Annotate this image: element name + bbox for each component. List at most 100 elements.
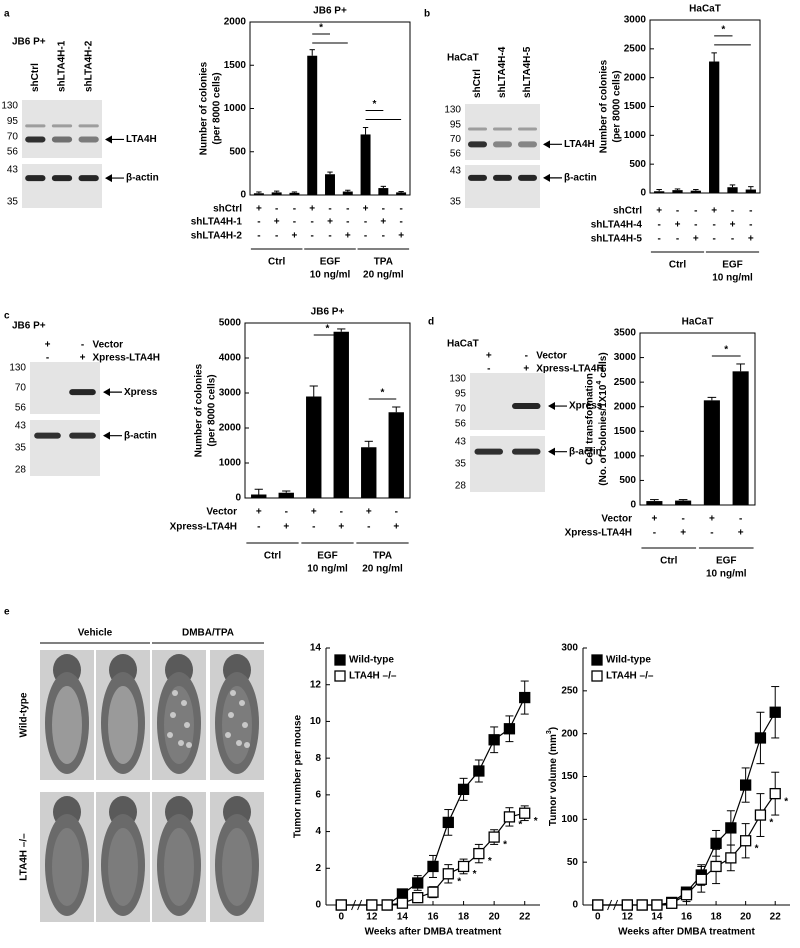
lane-row-name: Vector	[536, 351, 567, 362]
membrane	[30, 420, 100, 476]
x-tick-label: 18	[711, 912, 723, 923]
treatment-sign: -	[311, 217, 314, 228]
y-tick-label: 3000	[624, 15, 647, 26]
treatment-sign: -	[275, 204, 278, 215]
blot-band	[69, 389, 96, 396]
y-tick-label: 500	[229, 146, 246, 157]
treatment-label: Xpress-LTA4H	[565, 528, 632, 539]
plot-frame	[244, 322, 411, 499]
target-label: Xpress	[569, 401, 603, 412]
marker	[666, 897, 678, 909]
treatment-sign: +	[656, 206, 662, 217]
bar	[709, 61, 720, 193]
plot-frame	[639, 332, 756, 506]
x-axis-label: Weeks after DMBA treatment	[365, 927, 502, 938]
y-tick-label: 2	[315, 863, 321, 874]
bar	[654, 191, 665, 193]
y-tick-label: 0	[315, 900, 321, 911]
mw-marker: 35	[7, 197, 19, 208]
y-tick-label: 500	[629, 159, 646, 170]
treatment-sign: +	[730, 220, 736, 231]
significance-label: *	[473, 869, 477, 880]
y-axis-label: (No. of colonies/1X104 cells)	[596, 352, 608, 485]
lane-sign: +	[486, 351, 492, 362]
lane-sign: -	[525, 351, 528, 362]
x-axis-label: Weeks after DMBA treatment	[618, 927, 755, 938]
bar	[307, 55, 318, 195]
arrow-head	[543, 140, 550, 149]
mouse-photo	[40, 792, 94, 922]
marker	[427, 886, 439, 898]
treatment-sign: -	[399, 217, 402, 228]
blot-band	[78, 124, 99, 128]
legend-label: Wild-type	[349, 655, 394, 666]
treatment-sign: -	[657, 234, 660, 245]
mw-marker: 56	[7, 147, 19, 158]
treatment-sign: -	[731, 234, 734, 245]
bar	[727, 187, 738, 193]
treatment-sign: -	[367, 522, 370, 533]
arrow-head	[105, 174, 112, 183]
membrane	[465, 104, 540, 160]
y-tick-label: 300	[561, 643, 578, 654]
y-tick-label: 1500	[614, 426, 637, 437]
y-tick-label: 0	[640, 188, 646, 199]
blot-band	[25, 124, 46, 128]
marker	[739, 835, 752, 847]
y-tick-label: 500	[619, 475, 636, 486]
treatment-label: shLTA4H-5	[591, 234, 643, 245]
bar	[333, 331, 349, 498]
bar	[646, 501, 663, 505]
lane-label: shLTA4H-2	[83, 40, 94, 92]
group-label: EGF	[716, 556, 737, 567]
y-tick-label: 2000	[219, 423, 242, 434]
marker	[366, 899, 378, 911]
y-tick-label: 0	[240, 190, 246, 201]
treatment-sign: -	[340, 507, 343, 518]
superscript: 4	[596, 381, 603, 385]
y-tick-label: 0	[235, 493, 241, 504]
blot-band	[468, 174, 487, 181]
papilloma	[178, 740, 184, 746]
legend-marker	[334, 654, 346, 666]
marker	[488, 734, 500, 746]
treatment-sign: -	[275, 231, 278, 242]
bar	[672, 190, 683, 193]
bar	[289, 192, 300, 195]
y-tick-label: 2000	[624, 72, 647, 83]
lane-row-name: Vector	[93, 340, 124, 351]
treatment-sign: -	[257, 522, 260, 533]
y-axis-label: Tumor volume (mm3)	[546, 727, 558, 826]
mouse-belly	[52, 686, 82, 764]
x-tick-label: 14	[651, 912, 663, 923]
lane-label: shCtrl	[30, 63, 41, 92]
papilloma	[228, 712, 234, 718]
photo-column-label: Vehicle	[78, 628, 113, 639]
mw-marker: 56	[450, 149, 462, 160]
mw-marker: 35	[450, 197, 462, 208]
y-tick-label: 1000	[224, 103, 247, 114]
significance-label: *	[326, 324, 330, 335]
marker	[680, 889, 693, 901]
mw-marker: 43	[450, 166, 462, 177]
membrane	[470, 373, 545, 430]
treatment-label: shLTA4H-4	[591, 220, 643, 231]
treatment-sign: +	[309, 204, 315, 215]
target-label: LTA4H	[564, 139, 595, 150]
mw-marker: 35	[15, 443, 27, 454]
mw-marker: 28	[15, 465, 27, 476]
y-tick-label: 0	[572, 900, 578, 911]
papilloma	[242, 722, 248, 728]
x-tick-label: 12	[366, 912, 378, 923]
treatment-sign: -	[364, 231, 367, 242]
mw-marker: 130	[449, 374, 466, 385]
lane-label: shLTA4H-1	[57, 40, 68, 92]
lane-sign: +	[523, 364, 529, 375]
significance-label: *	[518, 820, 522, 831]
arrow-head	[103, 388, 110, 397]
bar	[361, 447, 377, 498]
blot-band	[518, 141, 537, 148]
label-part: )	[548, 727, 559, 730]
treatment-sign: +	[711, 206, 717, 217]
legend-label: Wild-type	[606, 655, 651, 666]
